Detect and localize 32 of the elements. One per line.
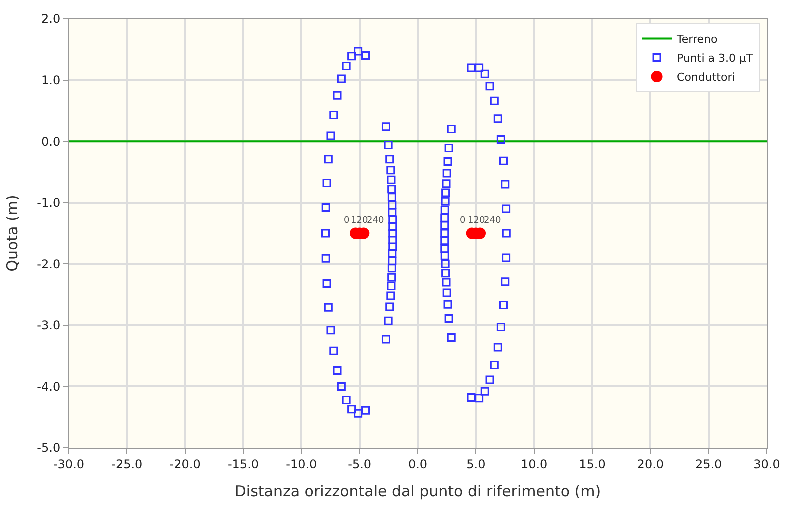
y-tick-label: -3.0	[37, 318, 61, 333]
y-tick-label: 0.0	[42, 134, 61, 149]
x-tick-label: 30.0	[754, 457, 780, 472]
x-tick-label: -5.0	[348, 457, 372, 472]
x-axis-title: Distanza orizzontale dal punto di riferimento (m)	[234, 482, 602, 500]
x-tick-label: 5.0	[466, 457, 486, 472]
x-tick-label: -10.0	[286, 457, 318, 472]
annotation: 0	[344, 216, 350, 226]
x-tick-label: -20.0	[170, 457, 201, 472]
y-tick-label: 1.0	[42, 73, 61, 88]
annotation: 240	[367, 216, 384, 226]
annotation: 120	[468, 216, 486, 226]
legend-label: Punti a 3.0 µT	[677, 52, 754, 66]
legend-label: Terreno	[676, 33, 718, 46]
x-tick-label: 10.0	[520, 457, 548, 472]
x-tick-label: -15.0	[228, 457, 260, 472]
x-tick-label: 0.0	[408, 457, 428, 472]
annotation: 0	[460, 216, 466, 226]
y-tick-label: -4.0	[37, 380, 61, 394]
x-tick-label: 20.0	[637, 457, 664, 472]
y-tick-label: -1.0	[37, 196, 61, 210]
y-tick-label: -2.0	[37, 257, 61, 272]
x-tick-label: -30.0	[53, 457, 85, 472]
annotation: 240	[484, 216, 502, 226]
x-tick-label: 25.0	[695, 457, 722, 472]
y-axis-title: Quota (m)	[3, 195, 22, 272]
legend-label: Conduttori	[677, 71, 736, 84]
annotation: 120	[351, 216, 368, 226]
x-tick-label: 15.0	[579, 457, 606, 472]
y-tick-label: -5.0	[37, 441, 61, 456]
x-tick-label: -25.0	[112, 457, 143, 472]
y-tick-label: 2.0	[42, 12, 61, 26]
